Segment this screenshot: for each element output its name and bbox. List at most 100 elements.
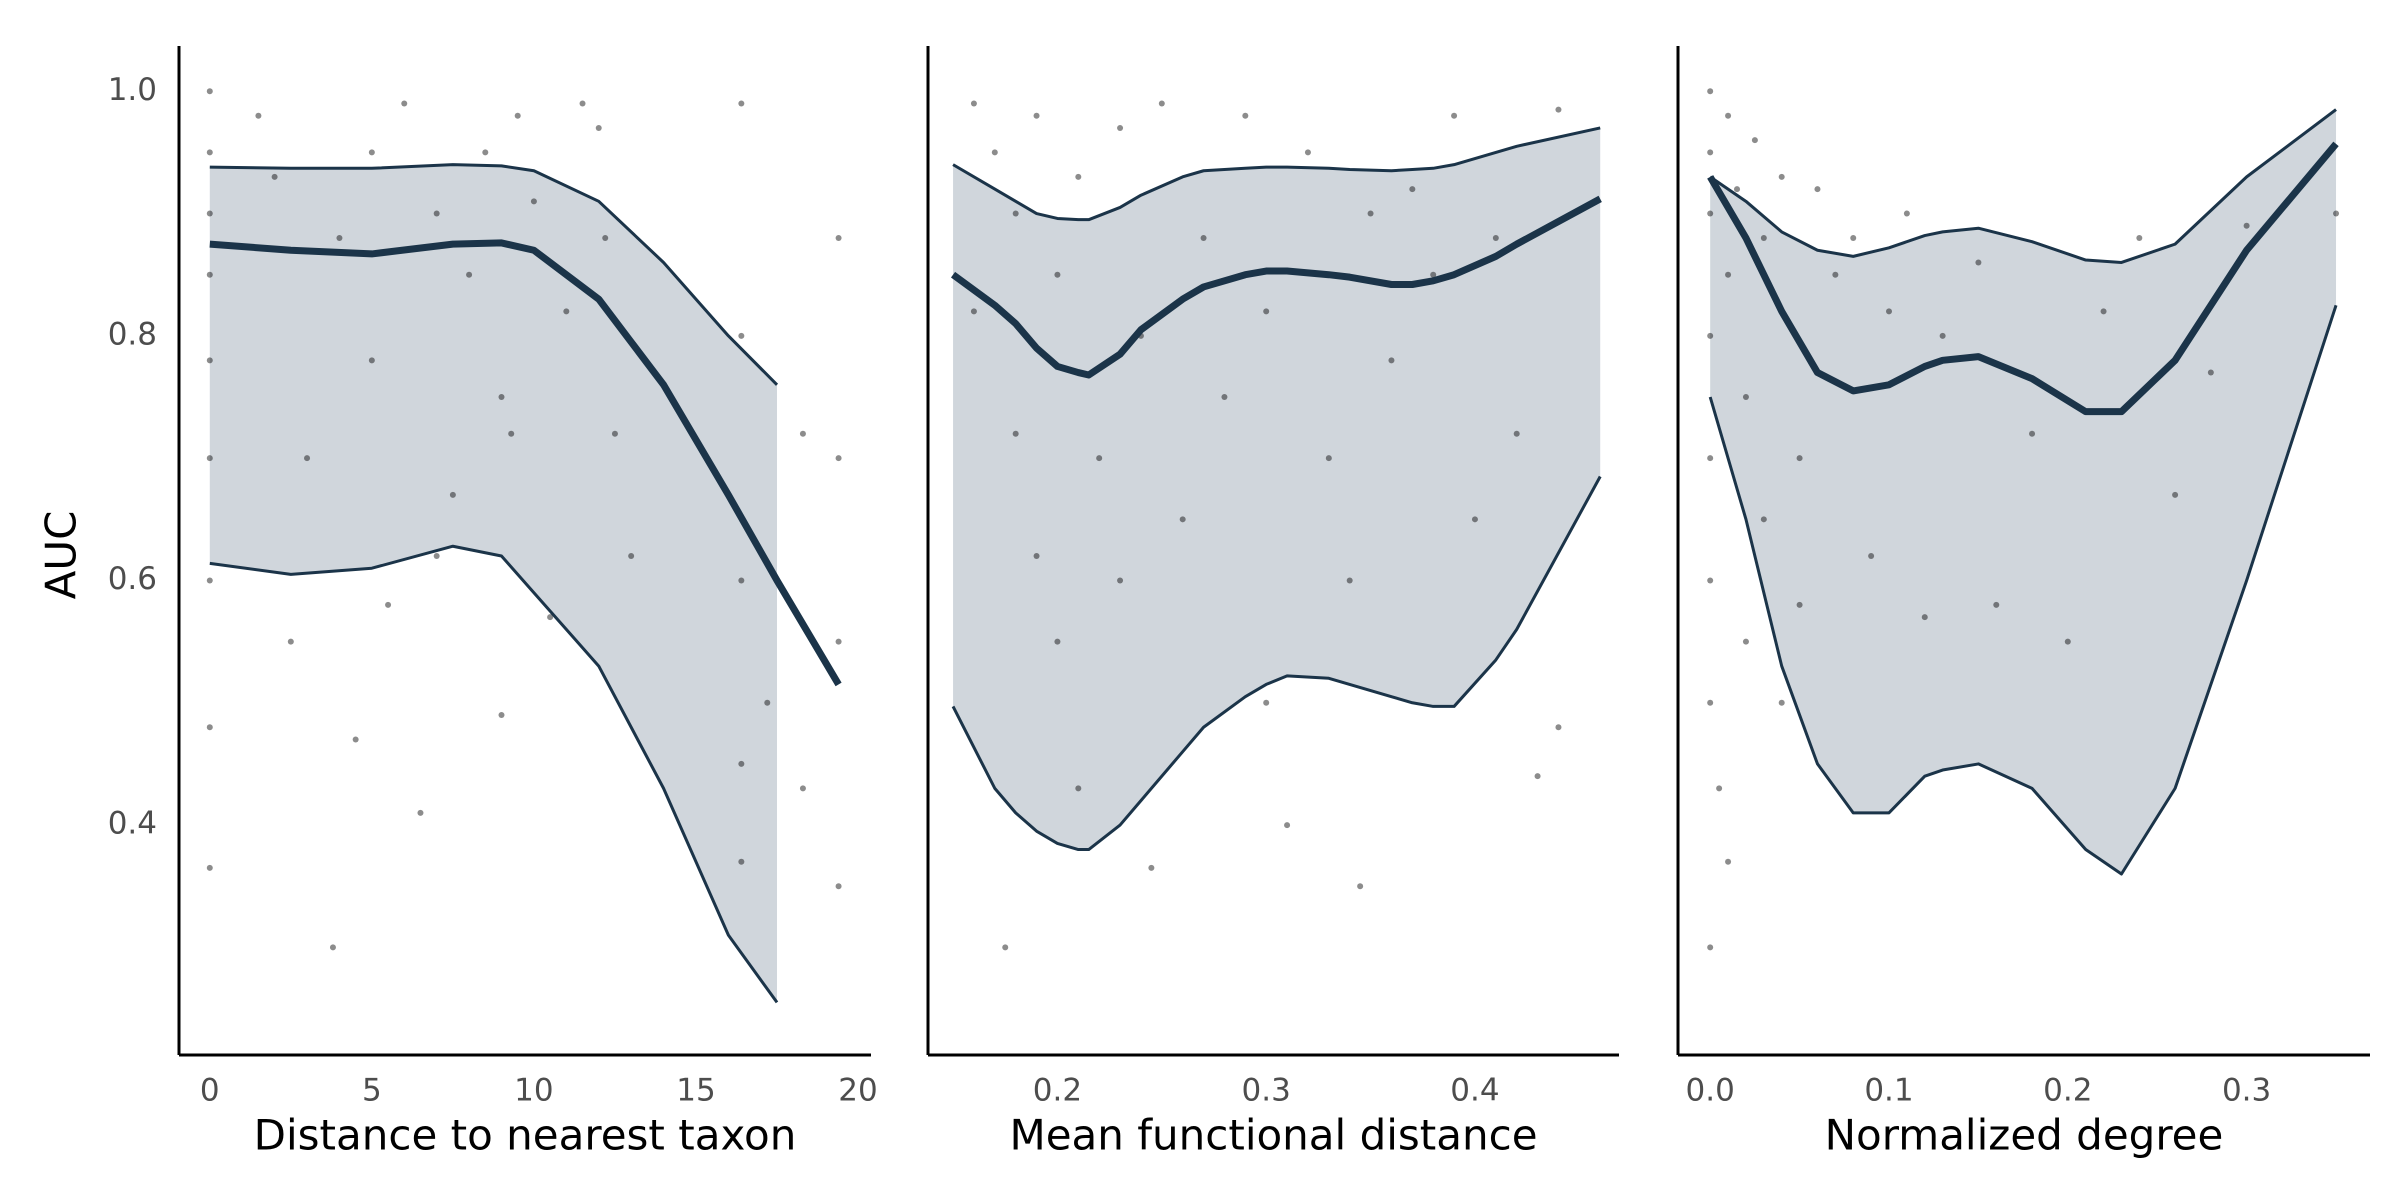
y-tick-label: 0.8: [108, 316, 157, 352]
data-point: [835, 235, 842, 242]
confidence-band: [209, 164, 778, 1003]
fit-line: [1707, 141, 2339, 416]
data-point: [1725, 271, 1732, 278]
data-point: [1054, 638, 1061, 645]
data-point: [1555, 106, 1562, 113]
data-point: [1304, 149, 1311, 156]
data-point: [1921, 614, 1928, 621]
data-point: [835, 455, 842, 462]
data-point: [2029, 430, 2036, 437]
x-tick-label: 20: [838, 1073, 877, 1109]
data-point: [1012, 430, 1019, 437]
data-point: [530, 198, 537, 205]
data-point: [1725, 858, 1732, 865]
data-point: [1707, 332, 1714, 339]
data-point: [385, 601, 392, 608]
data-point: [1388, 357, 1395, 364]
fit-line: [209, 239, 842, 687]
data-point: [1796, 601, 1803, 608]
data-point: [1760, 516, 1767, 523]
data-point: [206, 210, 213, 217]
data-point: [1033, 553, 1040, 560]
data-point: [835, 638, 842, 645]
data-point: [1471, 516, 1478, 523]
data-point: [1096, 455, 1103, 462]
x-tick-label: 0.1: [1864, 1073, 1913, 1109]
data-point: [1534, 773, 1541, 780]
data-point: [1850, 235, 1857, 242]
data-point: [1075, 785, 1082, 792]
data-point: [1885, 308, 1892, 315]
data-point: [1707, 455, 1714, 462]
y-tick-label: 0.6: [108, 561, 157, 597]
data-point: [255, 112, 262, 119]
lower-bound-line: [209, 544, 779, 1004]
data-point: [1179, 516, 1186, 523]
data-point: [368, 357, 375, 364]
data-point: [2136, 235, 2143, 242]
data-point: [2243, 222, 2250, 229]
data-point: [368, 149, 375, 156]
data-point: [1158, 100, 1165, 107]
x-tick-label: 0.4: [1450, 1073, 1499, 1109]
data-point: [1939, 332, 1946, 339]
x-axis-title: Distance to nearest taxon: [254, 1111, 797, 1160]
data-point: [2064, 638, 2071, 645]
data-point: [1707, 88, 1714, 95]
x-tick-label: 0.3: [2222, 1073, 2271, 1109]
data-point: [1451, 112, 1458, 119]
data-point: [1492, 235, 1499, 242]
data-point: [206, 864, 213, 871]
x-tick-label: 0: [200, 1073, 220, 1109]
data-point: [433, 210, 440, 217]
data-point: [206, 577, 213, 584]
data-point: [547, 614, 554, 621]
data-point: [1868, 553, 1875, 560]
data-point: [1742, 638, 1749, 645]
data-point: [206, 149, 213, 156]
data-point: [1367, 210, 1374, 217]
data-point: [579, 100, 586, 107]
data-point: [764, 699, 771, 706]
data-point: [738, 858, 745, 865]
data-point: [991, 149, 998, 156]
data-point: [595, 124, 602, 131]
data-point: [2207, 369, 2214, 376]
data-point: [1033, 112, 1040, 119]
data-point: [611, 430, 618, 437]
data-point: [738, 577, 745, 584]
data-point: [1325, 455, 1332, 462]
data-point: [1242, 112, 1249, 119]
data-point: [1707, 577, 1714, 584]
data-point: [466, 271, 473, 278]
data-point: [1975, 259, 1982, 266]
data-point: [738, 760, 745, 767]
data-point: [206, 724, 213, 731]
data-point: [1742, 394, 1749, 401]
data-point: [1012, 210, 1019, 217]
upper-bound-line: [209, 163, 779, 386]
data-point: [1409, 186, 1416, 193]
data-point: [352, 736, 359, 743]
confidence-band: [1710, 109, 2337, 874]
data-point: [1117, 577, 1124, 584]
data-point: [433, 553, 440, 560]
data-point: [738, 100, 745, 107]
upper-bound-line: [1709, 108, 2337, 264]
data-point: [1117, 124, 1124, 131]
data-point: [1357, 883, 1364, 890]
data-point: [1778, 173, 1785, 180]
x-tick-label: 0.2: [2043, 1073, 2092, 1109]
upper-bound-line: [952, 126, 1601, 222]
data-point: [1814, 186, 1821, 193]
data-point: [1778, 699, 1785, 706]
data-point: [1796, 455, 1803, 462]
x-tick-label: 15: [676, 1073, 715, 1109]
data-point: [1148, 864, 1155, 871]
data-point: [1284, 822, 1291, 829]
data-point: [206, 455, 213, 462]
data-point: [1751, 137, 1758, 144]
data-point: [628, 553, 635, 560]
data-point: [1832, 271, 1839, 278]
